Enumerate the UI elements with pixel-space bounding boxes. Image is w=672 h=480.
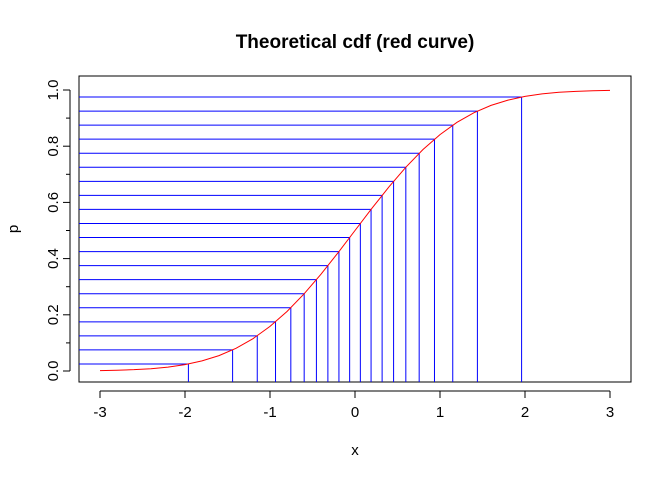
- x-tick-label: -1: [263, 404, 276, 421]
- y-axis: 0.0 0.2 0.4 0.6 0.8 1.0: [45, 80, 71, 382]
- y-tick-label: 1.0: [45, 80, 62, 101]
- x-tick-label: -3: [93, 404, 106, 421]
- y-tick-label: 0.4: [45, 248, 62, 269]
- y-tick-label: 0.0: [45, 361, 62, 382]
- cdf-curve: [99, 89, 611, 372]
- y-tick-label: 0.2: [45, 304, 62, 325]
- x-tick-label: 0: [351, 404, 359, 421]
- x-tick-label: -2: [178, 404, 191, 421]
- x-axis-label: x: [351, 442, 359, 459]
- y-axis-label: p: [5, 225, 22, 233]
- quantile-segments: [79, 96, 523, 382]
- x-tick-label: 2: [521, 404, 529, 421]
- y-tick-label: 0.6: [45, 192, 62, 213]
- x-tick-label: 1: [436, 404, 444, 421]
- x-tick-label: 3: [606, 404, 614, 421]
- cdf-curve-layer: [99, 89, 611, 372]
- y-tick-label: 0.8: [45, 136, 62, 157]
- x-axis: -3 -2 -1 0 1 2 3: [93, 390, 614, 421]
- chart-title: Theoretical cdf (red curve): [236, 32, 475, 53]
- plot-frame: [78, 75, 632, 383]
